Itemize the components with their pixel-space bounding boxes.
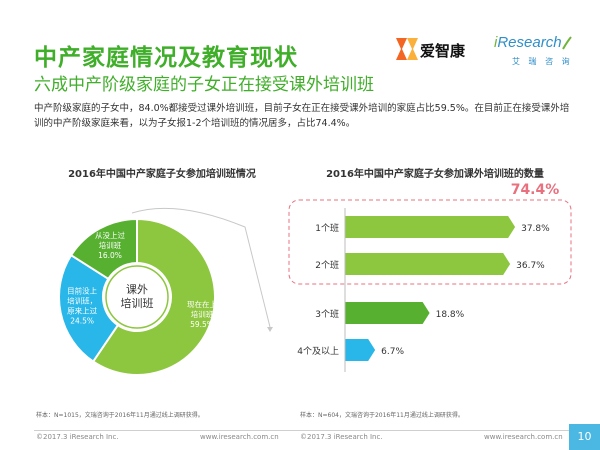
bar-2	[345, 253, 511, 275]
pie-slice-past	[58, 253, 120, 363]
pie-center-circle	[105, 265, 169, 329]
pie-center-label: 课外培训班	[121, 283, 154, 310]
pie-label-never: 从没上过培训班 16.0%	[95, 230, 125, 260]
aizhikang-logo-text: 爱智康	[420, 42, 466, 60]
pie-chart-title: 2016年中国中产家庭子女参加培训班情况	[68, 169, 256, 180]
pie-connector-line	[131, 207, 271, 328]
page-subtitle: 六成中产阶级家庭的子女正在接受课外培训班	[34, 75, 374, 95]
bar-category-3: 3个班	[315, 308, 339, 320]
bar-category-4plus: 4个及以上	[297, 346, 339, 357]
iresearch-logo: iResearch 艾 瑞 咨 询	[484, 34, 574, 70]
bar-value-1: 37.8%	[521, 224, 550, 234]
aizhikang-logo-mark	[396, 38, 418, 60]
pie-slice-never	[69, 217, 138, 281]
iresearch-logo-i: i	[494, 34, 498, 51]
iresearch-logo-subtext: 艾 瑞 咨 询	[512, 57, 573, 66]
intro-paragraph: 中产阶级家庭的子女中，84.0%都接受过课外培训班，目前子女在正在接受课外培训的…	[34, 103, 570, 129]
bar-category-1: 1个班	[315, 222, 339, 234]
bar-value-3: 18.8%	[436, 310, 465, 320]
bar-value-4plus: 6.7%	[381, 347, 404, 357]
iresearch-logo-swoosh	[562, 36, 572, 50]
bar-highlight-label: 74.4%	[511, 182, 560, 198]
pie-chart: 现在在上培训班 59.5% 目前没上培训班，原来上过 24.5% 从没上过培训班 16.0…	[58, 207, 273, 376]
pie-label-current: 现在在上培训班 59.5%	[187, 299, 217, 329]
bar-3	[345, 302, 430, 324]
aizhikang-logo: 爱智康	[396, 36, 474, 62]
bar-chart: 74.4% 1个班 37.8% 2个班 36.7% 3个班 18.8% 4个及以上 6.7%	[288, 182, 572, 372]
footer-copyright-right: ©2017.3 iResearch Inc.	[300, 433, 383, 441]
bar-4plus	[345, 339, 376, 361]
bar-1	[345, 216, 516, 238]
footer-url-left[interactable]: www.iresearch.com.cn	[200, 433, 279, 441]
pie-chart-note: 样本：N=1015，文瑞咨询于2016年11月通过线上调研获得。	[36, 412, 204, 419]
page-number: 10	[569, 424, 600, 450]
bar-chart-title: 2016年中国中产家庭子女参加课外培训班的数量	[326, 169, 544, 180]
pie-connector-arrow	[267, 327, 273, 332]
pie-slice-current	[91, 217, 216, 376]
footer-url-right[interactable]: www.iresearch.com.cn	[484, 433, 563, 441]
bar-category-2: 2个班	[315, 259, 339, 271]
page-title: 中产家庭情况及教育现状	[34, 45, 298, 71]
pie-label-past: 目前没上培训班，原来上过 24.5%	[67, 285, 97, 325]
bar-chart-note: 样本：N=604，文瑞咨询于2016年11月通过线上调研获得。	[300, 412, 464, 419]
iresearch-logo-text: Research	[497, 34, 562, 51]
bar-highlight-box	[288, 199, 572, 285]
footer-copyright-left: ©2017.3 iResearch Inc.	[36, 433, 119, 441]
footer-divider	[34, 430, 574, 431]
bar-value-2: 36.7%	[516, 261, 545, 271]
